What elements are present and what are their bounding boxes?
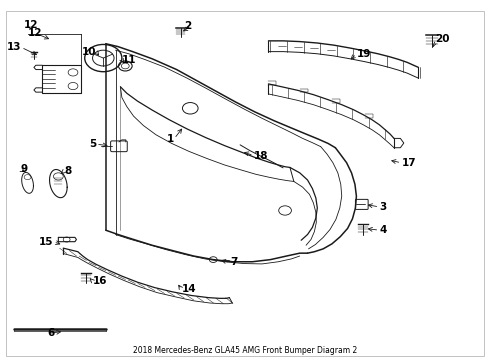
Text: 2: 2 <box>184 21 191 31</box>
Text: 6: 6 <box>47 328 54 338</box>
Text: 12: 12 <box>27 28 42 38</box>
Text: 7: 7 <box>230 257 238 267</box>
Text: 9: 9 <box>20 164 27 174</box>
Text: 17: 17 <box>401 158 416 168</box>
Text: 2018 Mercedes-Benz GLA45 AMG Front Bumper Diagram 2: 2018 Mercedes-Benz GLA45 AMG Front Bumpe… <box>133 346 357 355</box>
Text: 4: 4 <box>379 225 387 235</box>
Text: 11: 11 <box>122 55 136 65</box>
Text: 15: 15 <box>39 237 53 247</box>
Text: 5: 5 <box>89 139 96 149</box>
Text: 3: 3 <box>379 202 387 212</box>
Text: 10: 10 <box>81 46 96 57</box>
Text: 13: 13 <box>7 42 21 52</box>
Text: 18: 18 <box>254 150 269 161</box>
Text: 16: 16 <box>93 276 107 286</box>
Text: 12: 12 <box>24 20 38 30</box>
Text: 20: 20 <box>436 35 450 44</box>
Text: 8: 8 <box>64 166 72 176</box>
Text: 19: 19 <box>356 49 371 59</box>
Text: 14: 14 <box>181 284 196 294</box>
Text: 1: 1 <box>167 134 174 144</box>
